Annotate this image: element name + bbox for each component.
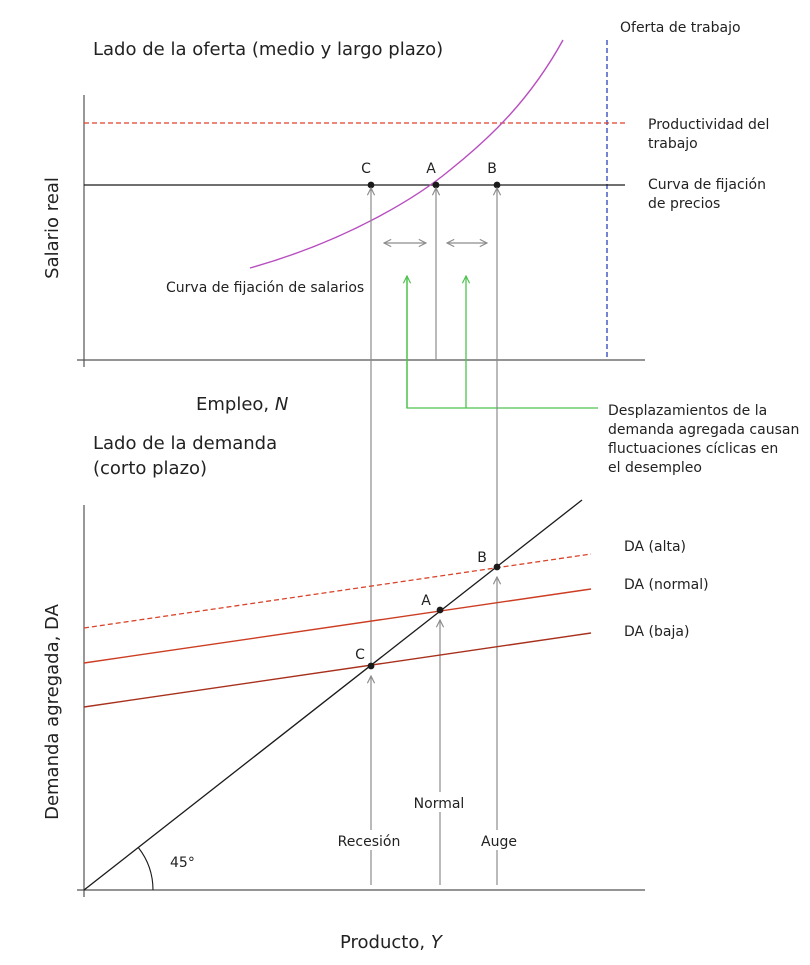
demand-point-b-label: B xyxy=(477,550,487,566)
demand-panel: Lado de la demanda (corto plazo) Demanda… xyxy=(42,433,709,953)
normal-label-bg xyxy=(410,792,470,812)
demand-title-line1: Lado de la demanda xyxy=(93,433,277,454)
boom-label: Auge xyxy=(481,834,517,850)
supply-x-axis-label: Empleo, N xyxy=(196,394,288,415)
boom-label-bg xyxy=(478,830,520,850)
da-normal-line xyxy=(83,588,592,664)
supply-x-axis-variable: N xyxy=(275,394,288,415)
supply-point-c xyxy=(367,181,375,189)
productivity-label-line2: trabajo xyxy=(648,136,698,152)
supply-title: Lado de la oferta (medio y largo plazo) xyxy=(93,39,443,60)
annotation-line2: demanda agregada causan xyxy=(608,422,799,438)
annotation-line3: fluctuaciones cíclicas en xyxy=(608,441,778,457)
price-setting-label-line1: Curva de fijación xyxy=(648,177,766,193)
demand-shift-annotation: Desplazamientos de la demanda agregada c… xyxy=(407,276,799,476)
demand-point-a xyxy=(436,606,444,614)
supply-x-axis-label-text: Empleo, xyxy=(196,394,275,415)
supply-point-b-label: B xyxy=(487,161,497,177)
45-degree-label: 45° xyxy=(170,855,195,871)
da-low-line xyxy=(83,632,592,708)
demand-x-axis-variable: Y xyxy=(431,932,444,953)
supply-point-a xyxy=(432,181,440,189)
productivity-label-line1: Productividad del xyxy=(648,117,769,133)
supply-point-b xyxy=(493,181,501,189)
da-normal-label: DA (normal) xyxy=(624,577,709,593)
demand-x-axis-label: Producto, Y xyxy=(340,932,444,953)
demand-y-axis-label: Demanda agregada, DA xyxy=(42,603,63,820)
demand-title-line2: (corto plazo) xyxy=(93,458,207,479)
wage-setting-label: Curva de fijación de salarios xyxy=(166,280,364,296)
labour-supply-label: Oferta de trabajo xyxy=(620,20,741,36)
da-high-label: DA (alta) xyxy=(624,539,686,555)
supply-point-c-label: C xyxy=(361,161,371,177)
annotation-line1: Desplazamientos de la xyxy=(608,403,767,419)
annotation-line4: el desempleo xyxy=(608,460,702,476)
demand-point-a-label: A xyxy=(421,593,431,609)
demand-point-c-label: C xyxy=(355,647,365,663)
da-high-line xyxy=(83,553,592,629)
connecting-arrows xyxy=(371,188,497,885)
supply-point-a-label: A xyxy=(426,161,436,177)
recession-label-bg xyxy=(335,830,407,850)
demand-x-axis-label-text: Producto, xyxy=(340,932,431,953)
recession-label: Recesión xyxy=(338,834,401,850)
price-setting-label-line2: de precios xyxy=(648,196,720,212)
demand-point-b xyxy=(493,563,501,571)
normal-label: Normal xyxy=(414,796,465,812)
supply-panel: Lado de la oferta (medio y largo plazo) … xyxy=(42,20,769,415)
wage-setting-curve xyxy=(249,39,564,269)
45-degree-arc xyxy=(137,847,154,891)
da-low-label: DA (baja) xyxy=(624,624,689,640)
supply-y-axis-label: Salario real xyxy=(42,177,63,279)
demand-point-c xyxy=(367,662,375,670)
